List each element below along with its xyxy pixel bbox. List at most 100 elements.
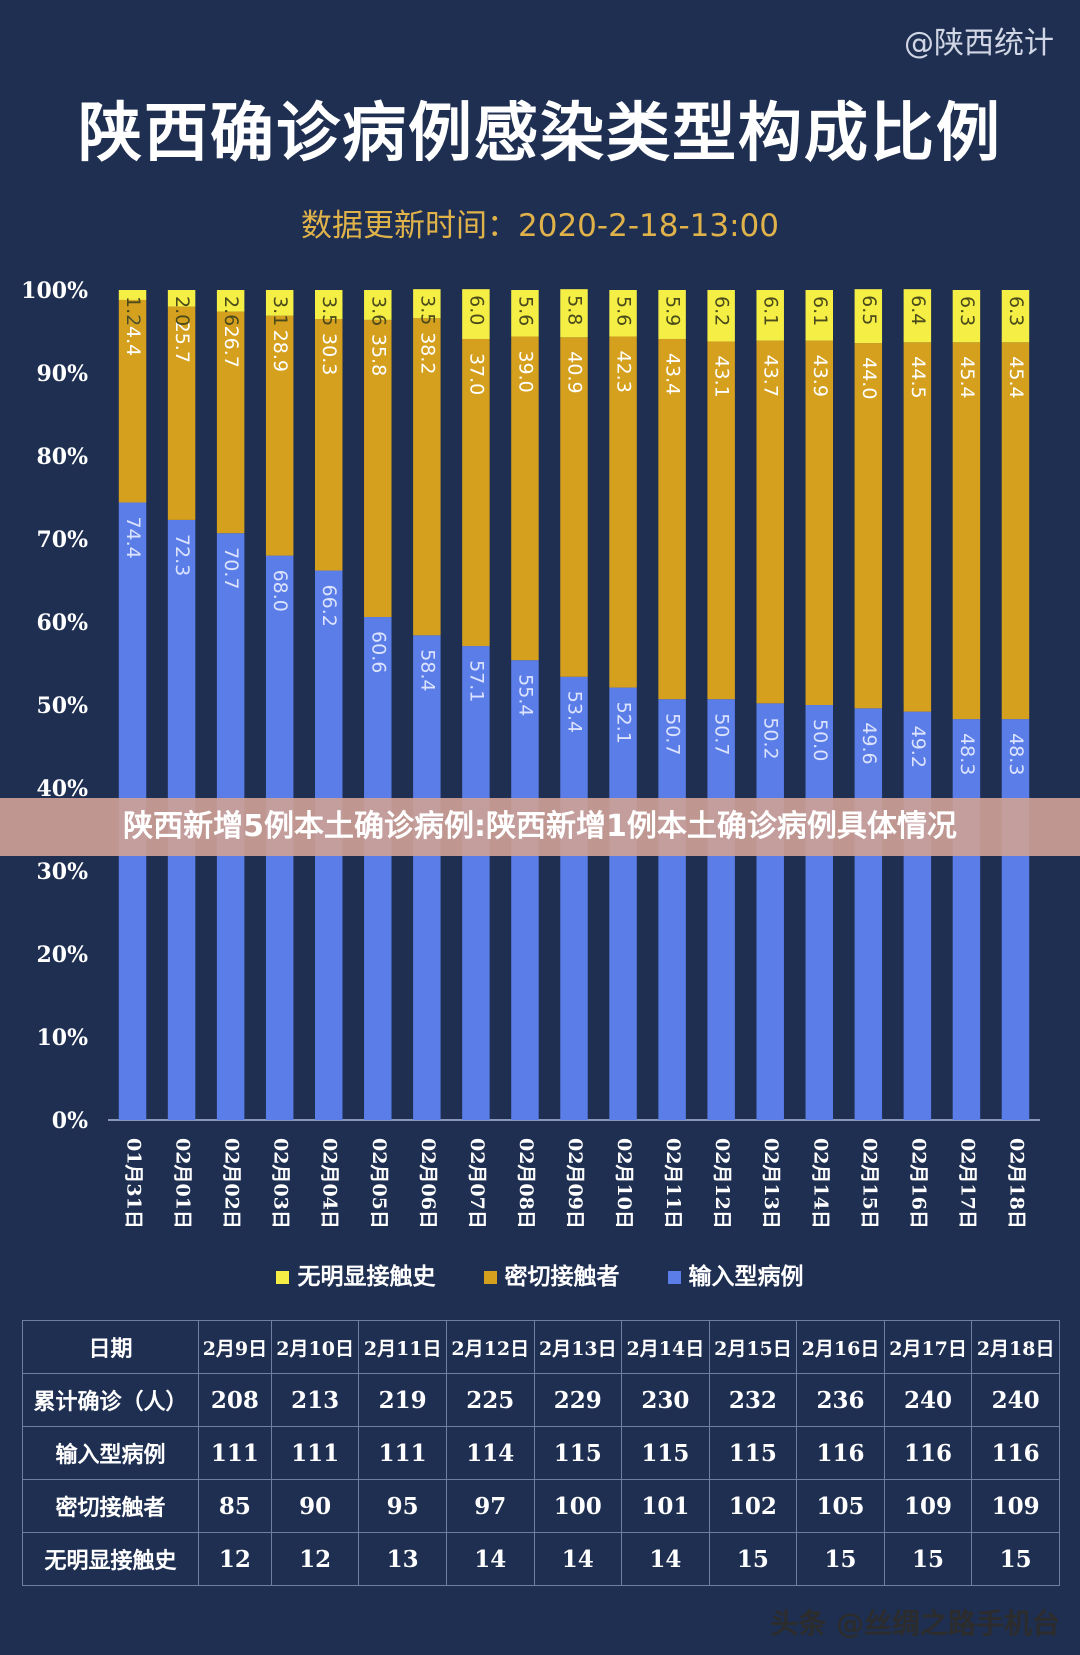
data-label-input: 60.6 <box>367 631 389 673</box>
bar-close-contact <box>609 336 637 688</box>
bar-unknown <box>707 290 735 342</box>
table-row-label: 累计确诊（人） <box>22 1373 199 1427</box>
data-label-unknown: 3.1 <box>269 296 291 326</box>
table-cell: 14 <box>621 1532 710 1586</box>
bar-close-contact <box>216 311 245 534</box>
table-cell: 116 <box>796 1426 885 1480</box>
data-label-unknown: 6.1 <box>809 296 831 326</box>
bar-close-contact <box>265 315 294 556</box>
table-row: 累计确诊（人） 208 213 219 225 229 230 232 236 … <box>22 1373 1060 1427</box>
table-cell: 13 <box>358 1532 447 1586</box>
data-label-unknown: 2.0 <box>171 296 193 326</box>
data-label-unknown: 6.3 <box>1005 296 1027 326</box>
bar-close-contact <box>756 340 784 704</box>
bar-unknown <box>118 290 147 300</box>
table-cell: 213 <box>270 1373 360 1427</box>
data-label-input: 48.3 <box>956 733 978 775</box>
summary-table: 日期 2月9日 2月10日 2月11日 2月12日 2月13日 2月14日 2月… <box>22 1320 1060 1586</box>
bar-input <box>609 687 637 1120</box>
table-header-cell: 2月14日 <box>621 1320 710 1374</box>
table-cell: 105 <box>796 1479 885 1533</box>
x-tick-label: 02月08日 <box>515 1138 537 1229</box>
data-label-close-contact: 35.8 <box>367 334 389 376</box>
bar-unknown <box>756 290 784 341</box>
data-label-input: 74.4 <box>122 516 144 558</box>
data-label-unknown: 6.2 <box>711 296 733 326</box>
table-cell: 101 <box>621 1479 710 1533</box>
legend-swatch-close-contact <box>483 1271 497 1284</box>
table-cell: 15 <box>796 1532 885 1586</box>
data-label-input: 66.2 <box>318 585 340 627</box>
x-tick-label: 02月18日 <box>1005 1138 1027 1229</box>
table-cell: 14 <box>445 1532 535 1586</box>
bar-close-contact <box>167 306 196 520</box>
legend-label-close-contact: 密切接触者 <box>504 1264 620 1290</box>
data-label-input: 72.3 <box>171 534 193 576</box>
data-label-input: 52.1 <box>613 702 635 744</box>
legend-swatch-input <box>667 1271 681 1284</box>
bar-input <box>1001 719 1030 1120</box>
bar-close-contact <box>854 343 883 709</box>
data-label-unknown: 6.5 <box>858 295 880 325</box>
bar-close-contact <box>1001 342 1030 720</box>
table-cell: 208 <box>198 1373 272 1427</box>
bar-unknown <box>560 289 588 338</box>
chart-title: 陕西确诊病例感染类型构成比例 <box>78 97 1002 171</box>
table-header-cell: 日期 <box>22 1320 199 1374</box>
bar-input <box>707 699 735 1120</box>
data-label-input: 49.2 <box>907 726 929 768</box>
data-label-close-contact: 25.7 <box>171 321 193 363</box>
x-tick-label: 02月07日 <box>466 1138 488 1229</box>
bar-close-contact <box>952 342 981 720</box>
table-header-cell: 2月10日 <box>270 1320 360 1374</box>
data-label-close-contact: 28.9 <box>269 330 291 372</box>
bar-close-contact <box>118 299 147 503</box>
table-cell: 225 <box>445 1373 535 1427</box>
x-tick-label: 02月01日 <box>172 1138 194 1229</box>
table-cell: 15 <box>971 1532 1060 1586</box>
data-label-close-contact: 30.3 <box>318 333 340 375</box>
table-cell: 115 <box>533 1426 623 1480</box>
bar-close-contact <box>805 340 833 705</box>
data-label-close-contact: 42.3 <box>613 350 635 392</box>
table-row: 密切接触者 85 90 95 97 100 101 102 105 109 10… <box>22 1479 1060 1533</box>
x-tick-label: 02月11日 <box>662 1138 684 1229</box>
table-cell: 236 <box>796 1373 885 1427</box>
table-cell: 111 <box>270 1426 360 1480</box>
bar-input <box>805 705 833 1120</box>
bar-input <box>462 646 490 1120</box>
data-label-unknown: 5.9 <box>662 296 684 326</box>
table-cell: 111 <box>198 1426 272 1480</box>
x-tick-label: 02月16日 <box>907 1138 929 1229</box>
bar-unknown <box>265 290 294 316</box>
table-cell: 116 <box>883 1426 973 1480</box>
data-label-input: 58.4 <box>416 649 438 691</box>
table-row: 无明显接触史 12 12 13 14 14 14 15 15 15 15 <box>22 1532 1060 1586</box>
table-cell: 232 <box>708 1373 798 1427</box>
table-cell: 111 <box>358 1426 447 1480</box>
bar-input <box>364 617 392 1120</box>
table-cell: 114 <box>445 1426 535 1480</box>
table-cell: 115 <box>708 1426 798 1480</box>
x-tick-label: 02月13日 <box>760 1138 782 1229</box>
data-label-unknown: 5.8 <box>564 295 586 325</box>
x-tick-label: 01月31日 <box>123 1138 145 1229</box>
table-cell: 12 <box>270 1532 360 1586</box>
table-row: 输入型病例 111 111 111 114 115 115 115 116 11… <box>22 1426 1060 1480</box>
x-tick-label: 02月04日 <box>319 1138 341 1229</box>
x-tick-label: 02月06日 <box>417 1138 439 1229</box>
table-header-cell: 2月17日 <box>883 1320 973 1374</box>
data-label-input: 50.2 <box>760 717 782 759</box>
y-tick-label: 60% <box>36 610 88 636</box>
table-cell: 90 <box>270 1479 360 1533</box>
data-label-unknown: 1.2 <box>122 296 144 326</box>
data-label-close-contact: 43.4 <box>662 353 684 395</box>
data-label-unknown: 6.3 <box>956 296 978 326</box>
data-label-unknown: 2.6 <box>220 296 242 326</box>
table-cell: 109 <box>883 1479 973 1533</box>
table-header-cell: 2月15日 <box>708 1320 798 1374</box>
data-label-input: 57.1 <box>465 660 487 702</box>
bar-unknown <box>462 289 490 339</box>
legend-item-unknown: 无明显接触史 <box>276 1257 435 1291</box>
table-cell: 85 <box>198 1479 272 1533</box>
